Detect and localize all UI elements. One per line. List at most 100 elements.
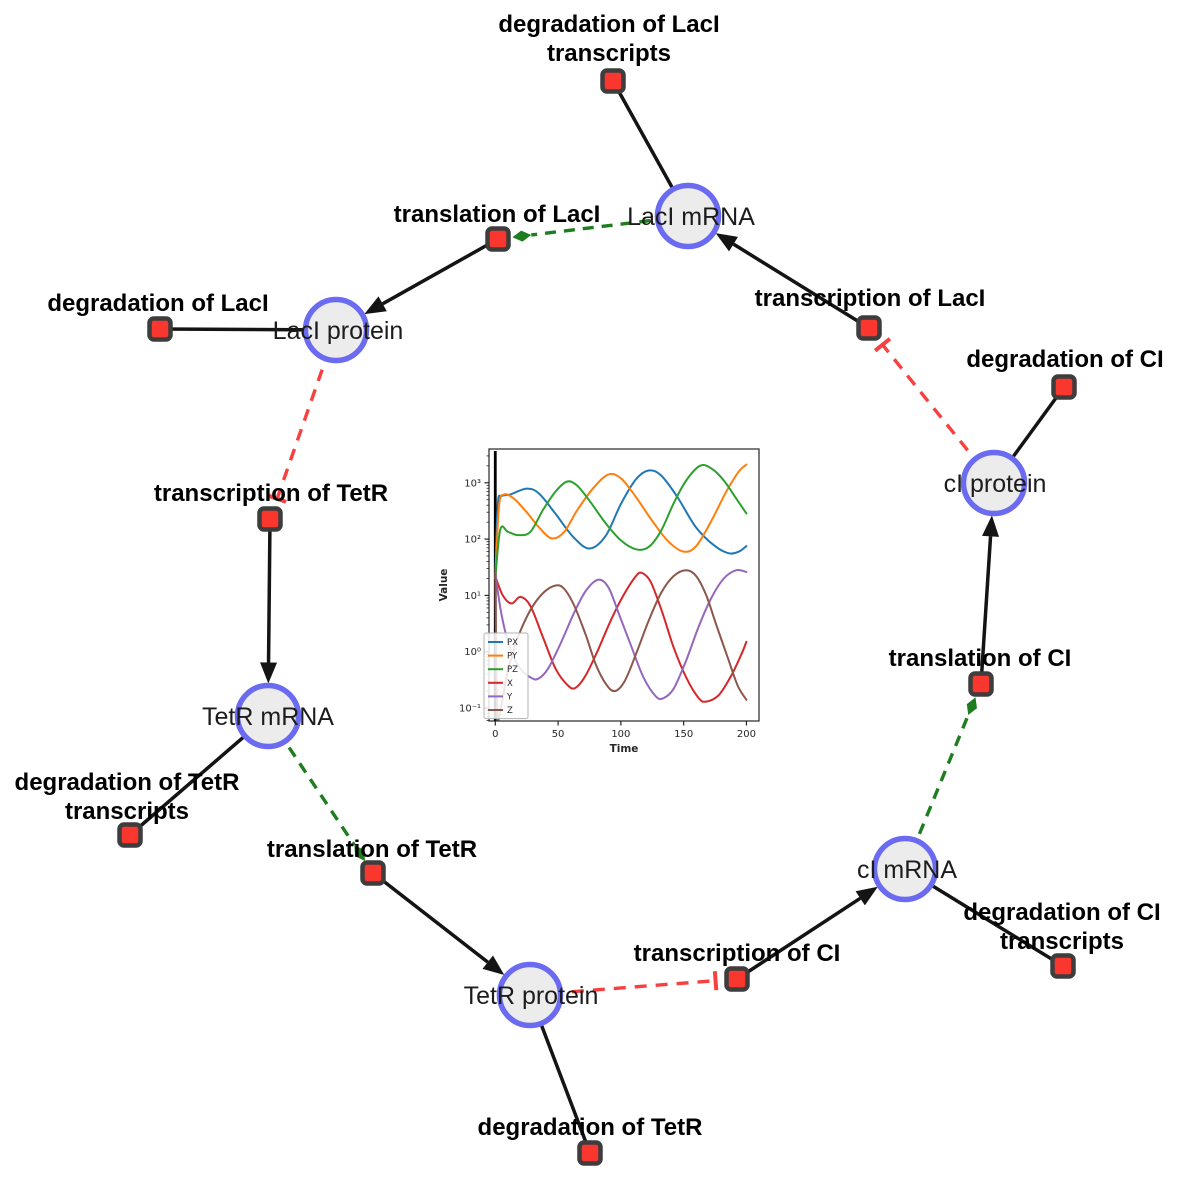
reaction-label-line: translation of CI [889,645,1072,672]
reaction-node-transcr_laci [856,315,882,341]
reaction-label-line: degradation of CI [966,346,1163,373]
product-line [732,242,870,330]
chart-series-curves [494,463,748,721]
reaction-node-deg_tetr [577,1140,603,1166]
species-node-tetr_mrna [234,682,302,750]
edge-product-transcr_laci-laci_mrna [715,233,870,330]
series-line-Z [494,569,748,721]
edge-product-transl_ci-ci_protein [979,515,1000,685]
legend-box [483,632,529,720]
species-label-laci_mrna: LacI mRNA [627,203,755,231]
labels-layer: LacI mRNA LacI protein TetR mRNA TetR prote… [15,11,1164,1141]
y-tick-label: 10¹ [464,591,481,602]
species-label-tetr_protein: TetR protein [464,982,599,1010]
species-node-ci_protein [960,449,1028,517]
reaction-node-transl_laci [485,226,511,252]
x-tick-label: 50 [552,729,565,740]
reaction-label-deg_ci: degradation of CI [966,346,1163,373]
series-line-PZ [494,464,748,580]
edge-product-transl_tetr-tetr_protein [371,871,505,976]
reaction-node-transcr_tetr [257,506,283,532]
reaction-node-deg_laci_tr [600,68,626,94]
reaction-label-line: degradation of LacI [498,11,719,38]
x-tick-label: 100 [611,729,630,740]
species-node-ci_mrna [871,835,939,903]
edge-product-transl_laci-laci_protein [364,237,499,315]
x-tick-label: 150 [674,729,693,740]
arrowhead-icon [982,515,1000,537]
x-tick-label: 0 [492,729,498,740]
inhibition-bar-icon [873,337,892,353]
species-label-ci_mrna: cI mRNA [857,856,957,884]
diamond-arrowhead-icon [354,845,365,861]
chart-frame [488,448,760,722]
arrowhead-icon [482,955,505,976]
reaction-label-line: translation of TetR [267,836,477,863]
reaction-label-line: degradation of CI [963,899,1160,926]
arrowhead-icon [260,662,278,684]
y-tick-label: 10³ [464,478,481,489]
y-tick-label: 10⁻¹ [459,704,481,715]
legend-label-PX: PX [507,638,518,648]
product-line [371,871,489,964]
series-line-X [494,571,748,703]
series-line-PY [494,463,748,580]
reaction-label-deg_laci_tr: degradation of LacI transcripts [498,11,719,67]
species-label-tetr_mrna: TetR mRNA [202,703,334,731]
reaction-label-line: transcription of TetR [154,480,388,507]
y-axis-label: Value [438,569,450,602]
y-tick-label: 10⁰ [464,647,481,658]
reaction-label-deg_tetr: degradation of TetR [478,1114,703,1141]
legend-label-X: X [507,679,513,689]
legend-label-Z: Z [507,706,513,716]
species-node-laci_protein [302,296,370,364]
reaction-label-line: degradation of TetR [15,769,240,796]
species-node-laci_mrna [654,182,722,250]
diamond-arrowhead-icon [966,697,977,715]
chart-legend: PX PY PZ XYZ [483,632,529,720]
x-axis-label: Time [610,743,639,755]
nodes-layer [117,68,1077,1166]
reaction-label-transcr_ci: transcription of CI [634,940,841,967]
reaction-label-line: transcription of LacI [755,285,986,312]
product-line [381,237,499,306]
inset-timeseries-chart: 0 50 100 150 20010⁻¹10⁰10¹10²10³TimeValuePXP… [438,448,760,755]
reaction-label-line: transcripts [547,40,671,67]
product-line [736,896,862,981]
reaction-label-line: transcripts [1000,928,1124,955]
reaction-label-transl_laci: translation of LacI [394,201,601,228]
species-label-ci_protein: cI protein [944,470,1047,498]
reaction-node-deg_ci_tr [1050,953,1076,979]
inhibition-bar-icon [267,493,287,504]
reaction-label-line: transcripts [65,798,189,825]
reaction-node-deg_tetr_tr [117,822,143,848]
reaction-label-deg_ci_tr: degradation of CI transcripts [963,899,1160,955]
reaction-node-deg_ci [1051,374,1077,400]
y-tick-label: 10² [464,535,481,546]
reaction-label-line: translation of LacI [394,201,601,228]
legend-label-PY: PY [507,652,518,662]
reaction-label-line: transcription of CI [634,940,841,967]
series-line-Y [494,568,748,701]
species-label-laci_protein: LacI protein [273,317,404,345]
reaction-label-transcr_laci: transcription of LacI [755,285,986,312]
legend-label-Y: Y [506,692,513,702]
inhibition-bar-icon [712,971,719,991]
edge-product-transcr_ci-ci_mrna [736,886,878,981]
reaction-label-transl_ci: translation of CI [889,645,1072,672]
series-line-PX [494,469,748,579]
reaction-node-transl_ci [968,671,994,697]
reaction-label-line: degradation of TetR [478,1114,703,1141]
species-node-tetr_protein [496,961,564,1029]
reaction-node-transl_tetr [360,860,386,886]
x-tick-label: 200 [737,729,756,740]
arrowhead-icon [715,233,738,252]
reaction-node-transcr_ci [724,966,750,992]
product-line [266,518,272,663]
arrowhead-icon [364,296,387,315]
edge-product-transcr_tetr-tetr_mrna [260,518,278,684]
legend-label-PZ: PZ [507,665,518,675]
reaction-label-line: degradation of LacI [47,290,268,317]
